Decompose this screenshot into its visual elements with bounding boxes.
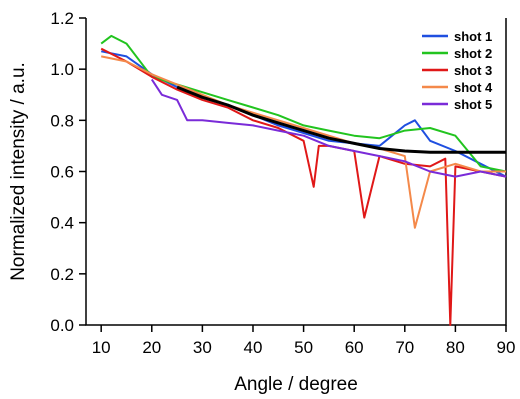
x-tick-label: 60 — [345, 338, 364, 357]
series-line-3 — [100, 47, 507, 326]
x-tick-label: 80 — [446, 338, 465, 357]
legend-label: shot 2 — [454, 46, 492, 61]
plot-area: 10 20 30 40 50 60 70 80 90 0.0 0.2 0.4 0.6 0.8 1.0 1.2 — [50, 9, 515, 357]
x-tick-label: 20 — [142, 338, 161, 357]
legend-label: shot 5 — [454, 97, 492, 112]
series-line-4 — [101, 55, 506, 229]
legend-label: shot 4 — [454, 80, 493, 95]
y-tick-label: 1.2 — [50, 9, 74, 28]
x-tick-label: 40 — [244, 338, 263, 357]
series-line-5 — [150, 78, 507, 178]
x-tick-label: 70 — [395, 338, 414, 357]
x-ticks: 10 20 30 40 50 60 70 80 90 — [92, 325, 516, 357]
series-layer — [100, 34, 507, 326]
axes-frame — [85, 18, 507, 326]
legend-label: shot 3 — [454, 63, 492, 78]
x-tick-label: 50 — [294, 338, 313, 357]
legend-label: shot 1 — [454, 29, 492, 44]
x-tick-label: 10 — [92, 338, 111, 357]
y-tick-label: 1.0 — [50, 60, 74, 79]
y-tick-label: 0.8 — [50, 111, 74, 130]
y-tick-label: 0.0 — [50, 316, 74, 335]
y-tick-label: 0.4 — [50, 214, 74, 233]
y-axis-title: Normalized intensity / a.u. — [8, 62, 29, 281]
series-line-1 — [101, 50, 507, 178]
y-tick-label: 0.6 — [50, 163, 74, 182]
x-tick-label: 30 — [193, 338, 212, 357]
y-tick-label: 0.2 — [50, 265, 74, 284]
fit-curve — [176, 85, 506, 154]
x-tick-label: 90 — [497, 338, 516, 357]
x-axis-title: Angle / degree — [234, 374, 358, 395]
legend: shot 1 shot 2 shot 3 shot 4 shot 5 — [422, 29, 493, 112]
y-ticks: 0.0 0.2 0.4 0.6 0.8 1.0 1.2 — [50, 9, 86, 335]
